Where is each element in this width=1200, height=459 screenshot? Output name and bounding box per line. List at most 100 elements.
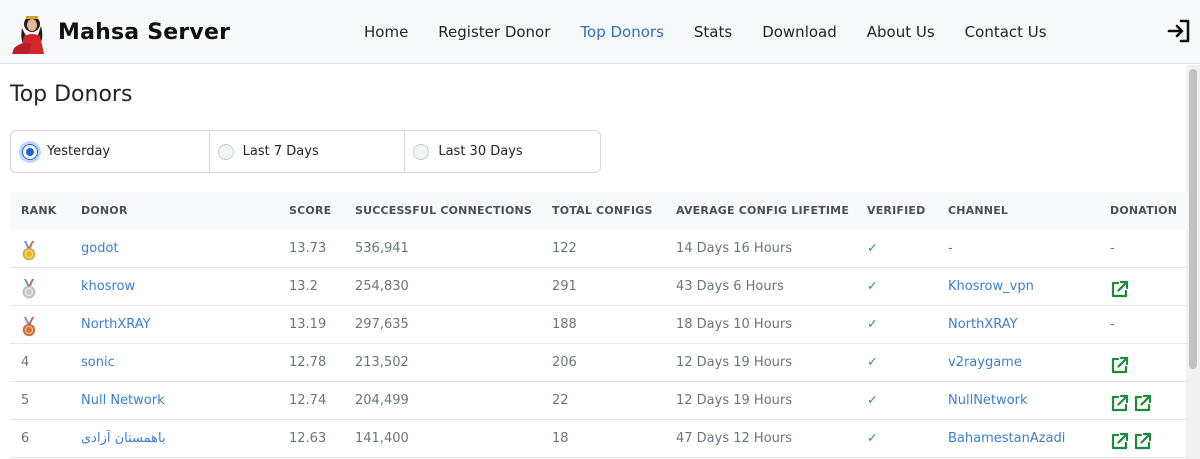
lifetime-cell: 18 Days 10 Hours	[676, 317, 793, 332]
period-option-label: Yesterday	[47, 144, 111, 159]
bronze-medal-icon	[21, 315, 37, 336]
score-cell: 12.74	[289, 393, 327, 408]
radio-last-7-days[interactable]	[217, 143, 234, 160]
table-body: godot 13.73 536,941 122 14 Days 16 Hours ✓ - - k…	[10, 230, 1188, 458]
total-configs-cell: 18	[552, 431, 569, 446]
column-header-channel: Channel	[948, 204, 1009, 217]
verified-check-icon: ✓	[867, 279, 878, 294]
nav-item-contact-us[interactable]: Contact Us	[964, 23, 1047, 41]
score-cell: 12.63	[289, 431, 327, 446]
score-cell: 12.78	[289, 355, 327, 370]
main-nav: Home Register Donor Top Donors Stats Dow…	[349, 0, 1062, 64]
table-row: khosrow 13.2 254,830 291 43 Days 6 Hours ✓ Kho…	[10, 268, 1188, 306]
nav-item-top-donors[interactable]: Top Donors	[580, 23, 664, 41]
total-configs-cell: 122	[552, 241, 577, 256]
table-row: 4 sonic 12.78 213,502 206 12 Days 19 Hours ✓ v2…	[10, 344, 1188, 382]
scrollbar-thumb[interactable]	[1189, 69, 1197, 369]
nav-item-about-us[interactable]: About Us	[866, 23, 935, 41]
table-header: Rank Donor Score Successful Connections …	[10, 192, 1188, 230]
external-link-icon[interactable]	[1110, 391, 1129, 412]
rank-cell	[21, 306, 37, 343]
column-header-successful-connections: Successful Connections	[355, 204, 533, 217]
period-option-label: Last 30 Days	[438, 144, 523, 159]
navbar: Mahsa Server Home Register Donor Top Don…	[0, 0, 1200, 64]
donation-cell: -	[1110, 317, 1115, 332]
connections-cell: 204,499	[355, 393, 409, 408]
donor-link[interactable]: godot	[81, 241, 119, 256]
total-configs-cell: 22	[552, 393, 569, 408]
channel-cell: -	[948, 241, 953, 256]
external-link-icon[interactable]	[1110, 353, 1129, 374]
table-row: 5 Null Network 12.74 204,499 22 12 Days 19 Ho…	[10, 382, 1188, 420]
donor-link[interactable]: sonic	[81, 355, 115, 370]
period-option-yesterday[interactable]: Yesterday	[11, 131, 210, 172]
brand-logo-icon	[10, 10, 54, 54]
table-row: godot 13.73 536,941 122 14 Days 16 Hours ✓ - -	[10, 230, 1188, 268]
column-header-total-configs: Total Configs	[552, 204, 653, 217]
radio-yesterday[interactable]	[22, 143, 38, 160]
vertical-scrollbar[interactable]	[1186, 65, 1200, 459]
donation-cell	[1110, 420, 1156, 457]
lifetime-cell: 14 Days 16 Hours	[676, 241, 793, 256]
nav-item-register-donor[interactable]: Register Donor	[438, 23, 551, 41]
column-header-verified: Verified	[867, 204, 926, 217]
donor-link[interactable]: khosrow	[81, 279, 136, 294]
channel-link[interactable]: NullNetwork	[948, 393, 1028, 408]
channel-link[interactable]: NorthXRAY	[948, 317, 1018, 332]
column-header-score: Score	[289, 204, 332, 217]
table-row: NorthXRAY 13.19 297,635 188 18 Days 10 Hours…	[10, 306, 1188, 344]
score-cell: 13.19	[289, 317, 327, 332]
connections-cell: 536,941	[355, 241, 409, 256]
brand[interactable]: Mahsa Server	[10, 8, 230, 56]
radio-last-30-days[interactable]	[413, 143, 430, 160]
donation-cell: -	[1110, 241, 1115, 256]
lifetime-cell: 12 Days 19 Hours	[676, 393, 793, 408]
rank-cell: 6	[21, 431, 30, 446]
silver-medal-icon	[21, 277, 37, 298]
connections-cell: 297,635	[355, 317, 409, 332]
external-link-icon[interactable]	[1133, 391, 1152, 412]
channel-link[interactable]: v2raygame	[948, 355, 1022, 370]
connections-cell: 213,502	[355, 355, 409, 370]
channel-link[interactable]: BahamestanAzadi	[948, 431, 1066, 446]
column-header-donation: Donation	[1110, 204, 1178, 217]
period-option-last-30-days[interactable]: Last 30 Days	[405, 131, 600, 172]
donation-cell	[1110, 268, 1133, 305]
lifetime-cell: 12 Days 19 Hours	[676, 355, 793, 370]
score-cell: 13.2	[289, 279, 318, 294]
page-title: Top Donors	[10, 82, 133, 107]
donor-link[interactable]: باهمستان آزادی	[81, 431, 166, 446]
external-link-icon[interactable]	[1133, 429, 1152, 450]
rank-cell	[21, 230, 37, 267]
score-cell: 13.73	[289, 241, 327, 256]
nav-item-download[interactable]: Download	[762, 23, 837, 41]
column-header-average-config-lifetime: Average Config Lifetime	[676, 204, 850, 217]
column-header-donor: Donor	[81, 204, 128, 217]
table-row: 6 باهمستان آزادی 12.63 141,400 18 47 Days 12 …	[10, 420, 1188, 458]
rank-cell: 5	[21, 393, 30, 408]
lifetime-cell: 47 Days 12 Hours	[676, 431, 793, 446]
total-configs-cell: 188	[552, 317, 577, 332]
connections-cell: 254,830	[355, 279, 409, 294]
donors-table: Rank Donor Score Successful Connections …	[10, 192, 1188, 458]
donation-cell	[1110, 382, 1156, 419]
total-configs-cell: 291	[552, 279, 577, 294]
nav-item-home[interactable]: Home	[364, 23, 409, 41]
login-icon[interactable]	[1166, 18, 1192, 44]
verified-check-icon: ✓	[867, 355, 878, 370]
donation-cell	[1110, 344, 1133, 381]
rank-cell: 4	[21, 355, 30, 370]
external-link-icon[interactable]	[1110, 277, 1129, 298]
verified-check-icon: ✓	[867, 317, 878, 332]
gold-medal-icon	[21, 239, 37, 260]
donor-link[interactable]: NorthXRAY	[81, 317, 151, 332]
external-link-icon[interactable]	[1110, 429, 1129, 450]
period-option-last-7-days[interactable]: Last 7 Days	[210, 131, 406, 172]
donor-link[interactable]: Null Network	[81, 393, 165, 408]
total-configs-cell: 206	[552, 355, 577, 370]
nav-item-stats[interactable]: Stats	[693, 23, 733, 41]
period-filter: Yesterday Last 7 Days Last 30 Days	[10, 130, 601, 173]
verified-check-icon: ✓	[867, 241, 878, 256]
connections-cell: 141,400	[355, 431, 409, 446]
channel-link[interactable]: Khosrow_vpn	[948, 279, 1034, 294]
